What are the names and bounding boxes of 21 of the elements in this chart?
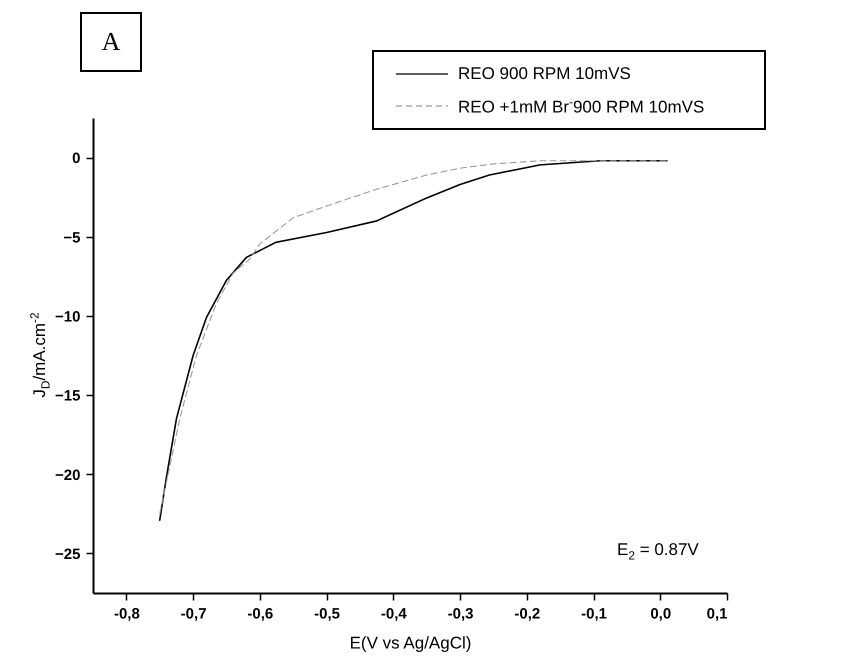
legend-label: REO 900 RPM 10mVS <box>458 64 631 84</box>
y-tick-label: −25 <box>55 546 80 563</box>
x-tick-label: -0,6 <box>247 606 274 622</box>
y-tick-label: −15 <box>55 388 80 405</box>
x-tick-label: -0,3 <box>448 606 474 622</box>
text: A <box>80 12 142 72</box>
x-tick-label: -0,4 <box>380 606 408 622</box>
x-tick-label: -0,8 <box>114 606 140 622</box>
legend-label: REO +1mM Br$^{-}$900 RPM 10mVS <box>458 94 704 118</box>
y-tick-label: 0 <box>72 150 80 168</box>
y-tick-label: −10 <box>55 308 80 326</box>
x-tick-label: 0,1 <box>706 606 728 622</box>
annotation: E$_{2}$ = 0.87V <box>617 540 699 562</box>
y-tick-label: −20 <box>55 466 80 484</box>
x-axis-title: E(V vs Ag/AgCl) <box>350 634 472 652</box>
x-tick-label: -0,1 <box>581 606 607 622</box>
y-tick-label: −5 <box>63 229 80 246</box>
x-tick-label: 0,0 <box>650 606 672 622</box>
x-tick-label: -0,7 <box>180 606 207 622</box>
x-tick-label: -0,2 <box>514 606 540 622</box>
x-tick-label: -0,5 <box>314 606 340 622</box>
